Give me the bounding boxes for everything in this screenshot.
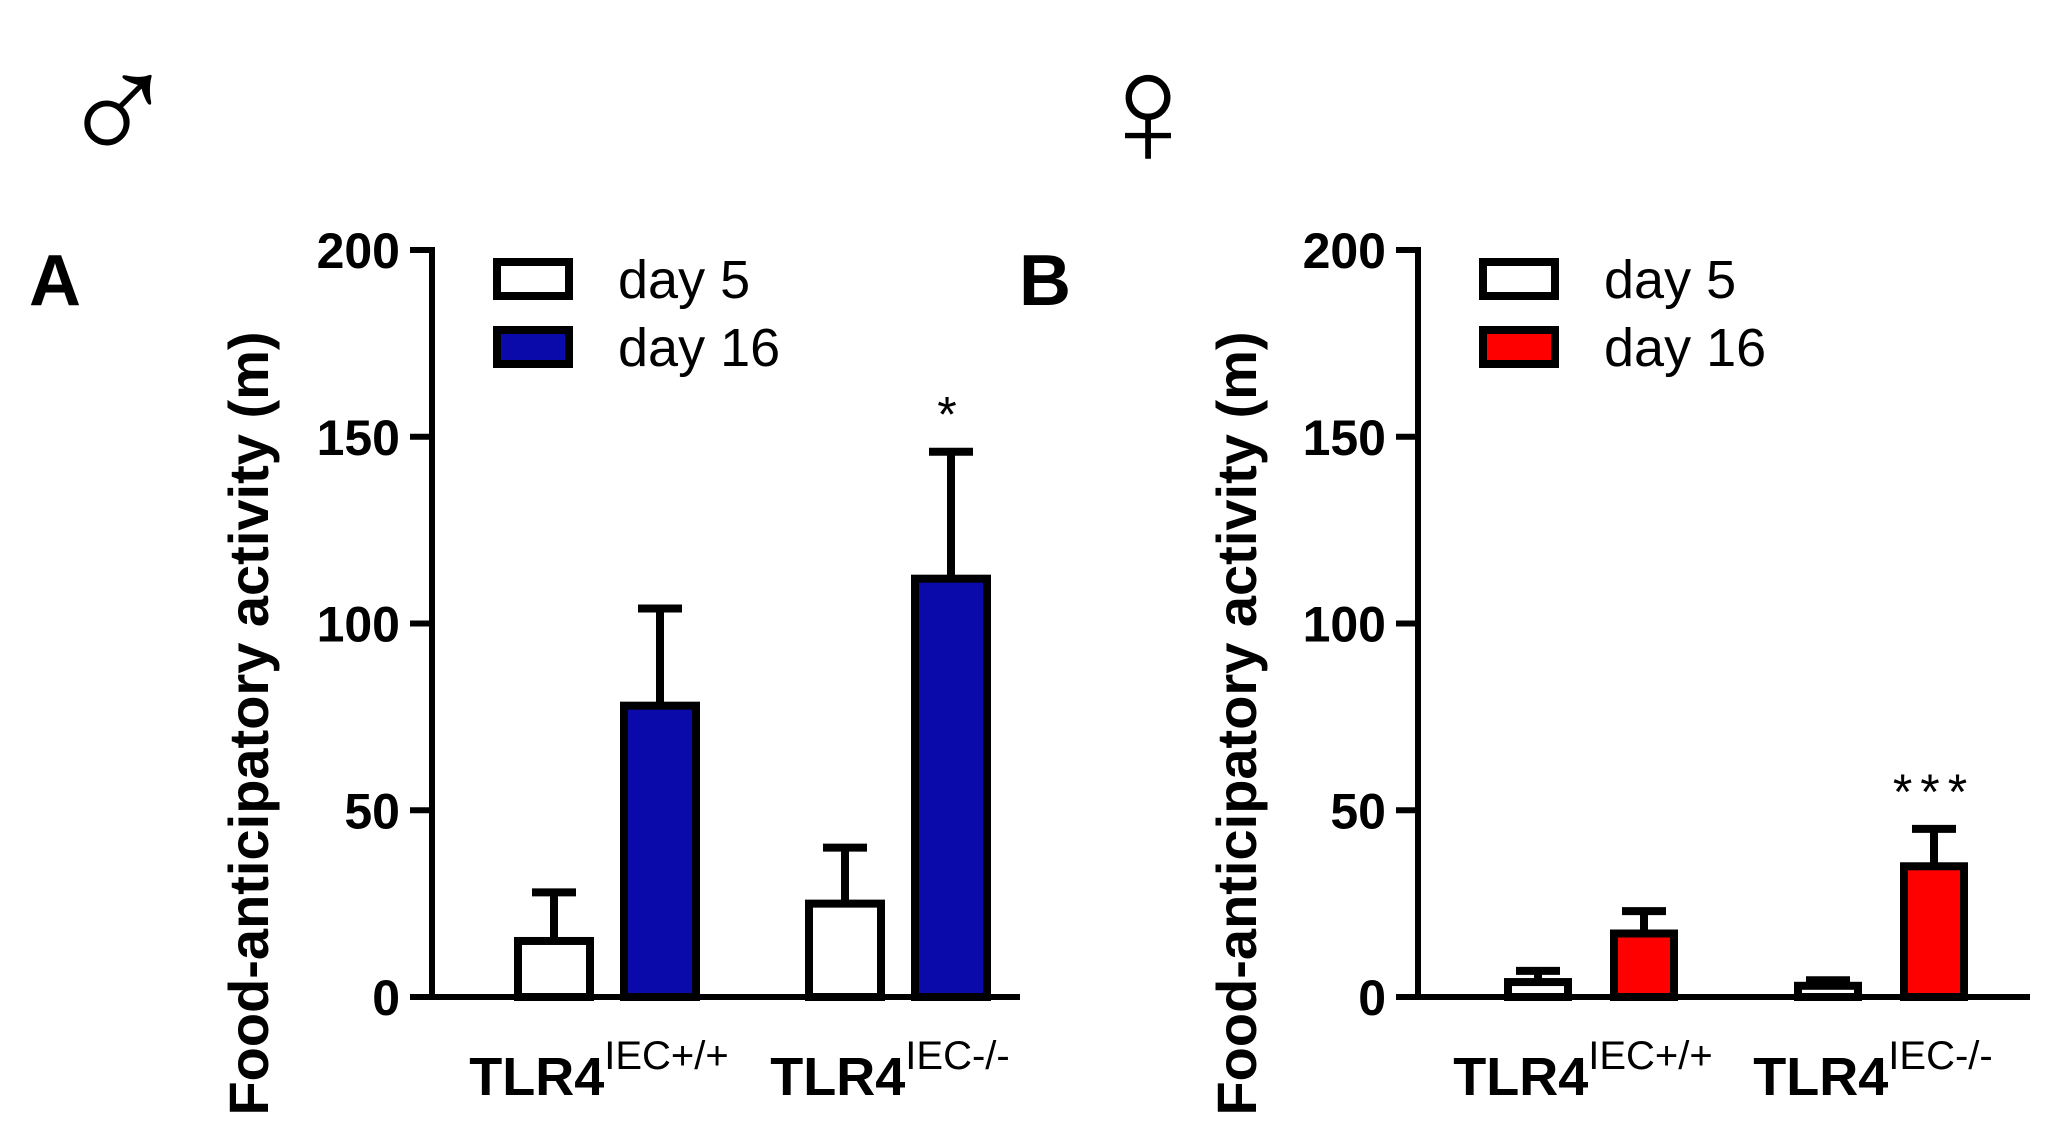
y-tick-label: 0 bbox=[372, 970, 400, 1026]
x-category-label: TLR4IEC+/+ bbox=[1453, 1034, 1713, 1107]
legend-label: day 5 bbox=[618, 250, 750, 310]
panel-label: A bbox=[29, 241, 81, 321]
significance-annotation: *** bbox=[1893, 764, 1975, 820]
y-tick-label: 100 bbox=[1303, 597, 1386, 653]
bar bbox=[1794, 981, 1862, 1001]
panel-label: B bbox=[1019, 241, 1071, 321]
female-symbol: ♀ bbox=[1088, 20, 1208, 199]
y-tick-label: 50 bbox=[1330, 783, 1386, 839]
x-category-label-base: TLR4 bbox=[1753, 1047, 1888, 1107]
legend-label: day 16 bbox=[1604, 318, 1766, 378]
x-category-label-base: TLR4 bbox=[1453, 1047, 1588, 1107]
y-tick-label: 50 bbox=[344, 783, 400, 839]
y-tick-label: 0 bbox=[1358, 970, 1386, 1026]
y-tick-label: 100 bbox=[317, 597, 400, 653]
legend-label: day 5 bbox=[1604, 250, 1736, 310]
y-tick-label: 200 bbox=[1303, 223, 1386, 279]
x-category-label-superscript: IEC-/- bbox=[905, 1034, 1009, 1078]
x-category-label-superscript: IEC+/+ bbox=[1588, 1034, 1713, 1078]
x-category-label-base: TLR4 bbox=[469, 1047, 604, 1107]
bar bbox=[1610, 929, 1678, 1002]
legend-swatch bbox=[1479, 326, 1559, 368]
y-tick-label: 150 bbox=[317, 410, 400, 466]
y-tick-label: 200 bbox=[317, 223, 400, 279]
y-axis-label: Food-anticipatory activity (m) bbox=[217, 331, 280, 1115]
x-category-label: TLR4IEC+/+ bbox=[469, 1034, 729, 1107]
x-category-label-base: TLR4 bbox=[770, 1047, 905, 1107]
x-category-label-superscript: IEC+/+ bbox=[604, 1034, 729, 1078]
male-symbol: ♂ bbox=[58, 20, 178, 199]
legend-swatch bbox=[493, 258, 573, 300]
legend-label: day 16 bbox=[618, 318, 780, 378]
x-category-label: TLR4IEC-/- bbox=[770, 1034, 1009, 1107]
significance-annotation: * bbox=[937, 387, 964, 443]
x-category-label: TLR4IEC-/- bbox=[1753, 1034, 1992, 1107]
bar bbox=[805, 899, 885, 1001]
y-axis-label: Food-anticipatory activity (m) bbox=[1205, 331, 1268, 1115]
bar bbox=[911, 574, 991, 1001]
y-tick-label: 150 bbox=[1303, 410, 1386, 466]
bar bbox=[620, 701, 700, 1001]
legend-swatch bbox=[1479, 258, 1559, 300]
legend-swatch bbox=[493, 326, 573, 368]
bar bbox=[1504, 978, 1572, 1001]
bar bbox=[514, 936, 594, 1001]
x-category-label-superscript: IEC-/- bbox=[1888, 1034, 1992, 1078]
bar bbox=[1900, 862, 1968, 1002]
